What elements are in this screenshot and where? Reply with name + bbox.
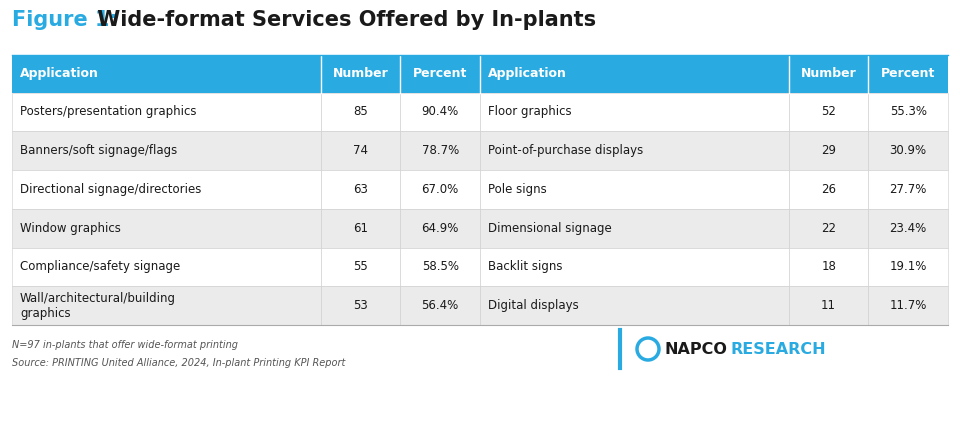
Bar [12,286,321,325]
Text: Number: Number [801,67,856,80]
Text: Pole signs: Pole signs [488,183,547,196]
Text: 53: 53 [353,299,368,312]
Text: Dimensional signage: Dimensional signage [488,222,612,235]
Bar [321,209,400,247]
Bar [480,131,789,170]
Text: 55: 55 [353,260,368,273]
Text: 78.7%: 78.7% [421,144,459,157]
Text: 67.0%: 67.0% [421,183,459,196]
Bar [321,131,400,170]
Bar [321,247,400,286]
Bar [400,286,480,325]
Text: 22: 22 [821,222,836,235]
Bar [12,131,321,170]
Text: Compliance/safety signage: Compliance/safety signage [20,260,180,273]
Text: Application: Application [488,67,566,80]
Text: Banners/soft signage/flags: Banners/soft signage/flags [20,144,178,157]
Bar [12,247,321,286]
Text: Point-of-purchase displays: Point-of-purchase displays [488,144,643,157]
Bar [869,170,948,209]
Bar [789,247,869,286]
Text: N=97 in-plants that offer wide-format printing: N=97 in-plants that offer wide-format pr… [12,340,238,350]
Text: Floor graphics: Floor graphics [488,105,571,118]
Text: 11: 11 [821,299,836,312]
Text: Backlit signs: Backlit signs [488,260,563,273]
Bar [321,92,400,131]
Text: 26: 26 [821,183,836,196]
Text: 61: 61 [353,222,368,235]
Bar [480,170,789,209]
Bar [480,55,789,92]
Text: 52: 52 [821,105,836,118]
Text: Application: Application [20,67,99,80]
Text: Directional signage/directories: Directional signage/directories [20,183,202,196]
Bar [400,92,480,131]
Bar [480,92,789,131]
Text: 29: 29 [821,144,836,157]
Text: 56.4%: 56.4% [421,299,459,312]
Bar [869,55,948,92]
Text: 30.9%: 30.9% [890,144,926,157]
Bar [789,55,869,92]
Text: Wide-format Services Offered by In-plants: Wide-format Services Offered by In-plant… [90,10,596,30]
Text: 19.1%: 19.1% [890,260,927,273]
Text: Percent: Percent [881,67,935,80]
Bar [400,131,480,170]
Bar [869,209,948,247]
Text: Posters/presentation graphics: Posters/presentation graphics [20,105,197,118]
Bar [12,92,321,131]
Text: 64.9%: 64.9% [421,222,459,235]
Bar [869,247,948,286]
Bar [12,209,321,247]
Text: NAPCO: NAPCO [664,341,727,356]
Text: Source: PRINTING United Alliance, 2024, In-plant Printing KPI Report: Source: PRINTING United Alliance, 2024, … [12,358,346,368]
Bar [480,209,789,247]
Text: Number: Number [333,67,389,80]
Bar [869,92,948,131]
Bar [480,286,789,325]
Text: 23.4%: 23.4% [890,222,926,235]
Bar [789,209,869,247]
Text: Figure 1:: Figure 1: [12,10,118,30]
Bar [321,170,400,209]
Bar [400,170,480,209]
Text: 27.7%: 27.7% [890,183,927,196]
Bar [400,209,480,247]
Bar [869,286,948,325]
Bar [789,131,869,170]
Bar [12,170,321,209]
Text: Window graphics: Window graphics [20,222,121,235]
Bar [400,247,480,286]
Text: 58.5%: 58.5% [421,260,459,273]
Text: Digital displays: Digital displays [488,299,579,312]
Text: 11.7%: 11.7% [890,299,927,312]
Text: Wall/architectural/building
graphics: Wall/architectural/building graphics [20,292,176,319]
Bar [480,247,789,286]
Bar [321,55,400,92]
Bar [12,55,321,92]
Text: 55.3%: 55.3% [890,105,926,118]
Bar [321,286,400,325]
Bar [789,286,869,325]
Text: RESEARCH: RESEARCH [731,341,827,356]
Bar [869,131,948,170]
Text: 18: 18 [821,260,836,273]
Text: 74: 74 [353,144,368,157]
Text: 63: 63 [353,183,368,196]
Bar [789,92,869,131]
Bar [400,55,480,92]
Text: Percent: Percent [413,67,468,80]
Bar [789,170,869,209]
Text: 85: 85 [353,105,368,118]
Text: 90.4%: 90.4% [421,105,459,118]
